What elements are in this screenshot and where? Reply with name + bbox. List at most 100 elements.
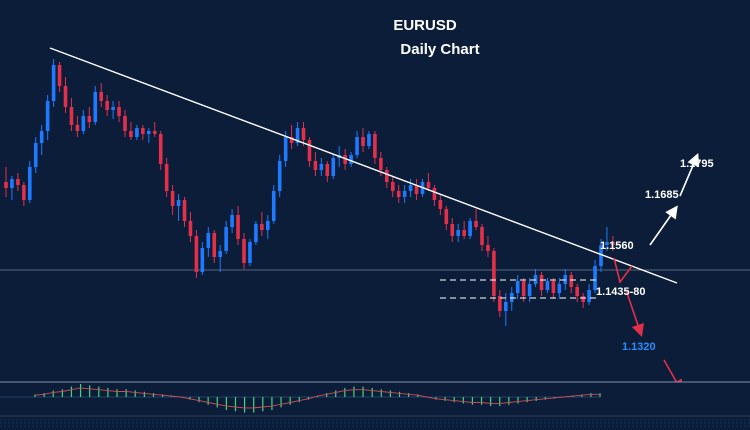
candle-body [599,245,603,266]
candle-body [123,116,127,131]
candle [462,221,466,239]
candle [105,95,109,116]
candle-body [194,236,199,272]
candle [527,278,532,302]
oscillator-background [0,382,750,430]
candle-body [10,179,14,188]
candle [81,110,86,134]
candle-body [545,281,550,290]
candle [307,137,312,167]
candle [408,179,413,197]
candle-body [557,284,562,293]
candle-body [474,221,478,227]
candle [164,158,169,197]
candle-body [295,128,300,143]
oscillator-panel [0,381,750,430]
candle-body [349,155,353,164]
candle [152,122,157,137]
candle-body [605,242,609,245]
candle-body [361,137,365,146]
chart-title: EURUSD [393,17,457,34]
candle-body [16,179,20,185]
candle [10,176,14,200]
candle [373,131,377,164]
candle-body [152,131,157,134]
candle-body [486,245,490,251]
candle [343,149,347,170]
candle [194,230,199,278]
candle-body [587,290,591,302]
candle [170,185,175,215]
candle [230,209,234,233]
candle [480,224,484,251]
candle-body [367,134,371,146]
candle [325,161,330,182]
candle-body [504,302,508,311]
candle-body [319,164,324,170]
candle [581,293,585,308]
candle [361,128,365,152]
candle-body [206,233,211,248]
candle [22,182,26,206]
candle-body [593,266,597,290]
candle [248,239,252,266]
candle [123,110,127,137]
candle [236,206,240,245]
candle-body [521,281,526,296]
candle-body [373,134,377,158]
candle [515,275,520,299]
candle [295,122,300,146]
candle [301,122,306,146]
candle-body [385,170,389,182]
candle [271,185,276,224]
candle-body [236,215,240,239]
candle [611,236,615,251]
candle [605,227,609,251]
candle [218,245,222,272]
candle-body [396,191,401,197]
candle-body [147,131,151,134]
candle-body [527,284,532,296]
candle-body [242,239,246,263]
candle [331,155,336,179]
candle-body [105,101,109,110]
candle-body [87,116,92,122]
candle-body [379,158,383,170]
candle [266,215,270,239]
candle-body [230,215,234,227]
candle-body [188,221,193,236]
candle [135,125,139,140]
candle [498,290,502,317]
level-label: 1.1320 [622,341,656,353]
candle [474,209,478,230]
candle-body [325,164,330,176]
candle-body [200,248,205,272]
candle [367,131,371,149]
arrow-up-to-1795 [679,153,700,197]
candle-body [111,107,115,110]
candle-body [313,161,318,170]
candle-body [164,164,169,191]
candle-body [581,296,585,302]
candle [141,125,145,140]
candle [551,278,556,299]
candle [313,152,318,176]
arrow-down-to-1320 [625,289,644,338]
candle [87,107,92,128]
candle [396,185,401,203]
candle [224,221,228,254]
candle [188,212,193,242]
candle [51,59,56,107]
candle [93,86,98,125]
candle-body [480,227,484,245]
candle-body [277,161,282,191]
candle [456,224,460,242]
candle [28,161,32,203]
candle-body [551,281,556,293]
candle [438,194,443,215]
candle [254,221,258,245]
candle-body [57,65,62,86]
candle-body [390,182,395,191]
candle [539,272,544,296]
